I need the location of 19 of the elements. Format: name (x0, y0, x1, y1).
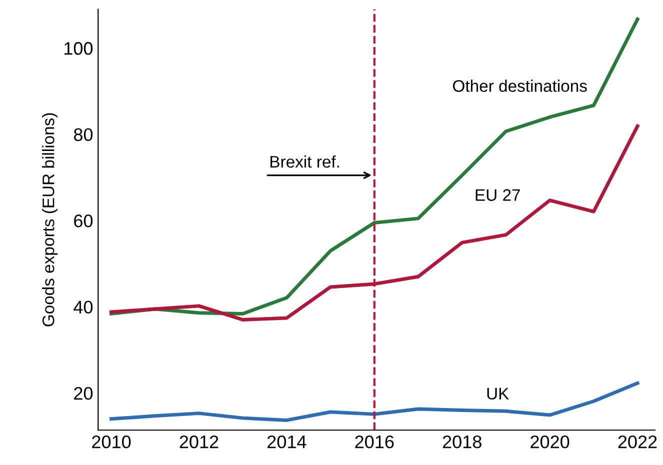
x-tick-label: 2016 (355, 435, 394, 448)
line-series (110, 124, 640, 322)
series-label: EU 27 (476, 189, 520, 201)
y-tick-label: 80 (74, 128, 93, 142)
y-tick-label: 20 (74, 386, 93, 400)
series-label: Other destinations (453, 80, 587, 92)
x-tick-label: 2012 (180, 435, 218, 448)
x-tick-label: 2010 (92, 435, 131, 448)
line-series (110, 381, 640, 422)
annotation: Brexit ref. (270, 155, 339, 168)
x-tick-label: 2020 (530, 435, 570, 448)
y-axis-title: Goods exports (EUR billions) (42, 113, 58, 326)
y-tick-label: 40 (74, 300, 93, 314)
y-tick-label: 60 (74, 214, 93, 228)
y-tick-label: 100 (64, 42, 93, 55)
series-label: UK (487, 388, 510, 400)
x-tick-label: 2018 (442, 435, 482, 448)
x-tick-label: 2022 (618, 435, 657, 448)
x-tick-label: 2014 (268, 435, 306, 448)
